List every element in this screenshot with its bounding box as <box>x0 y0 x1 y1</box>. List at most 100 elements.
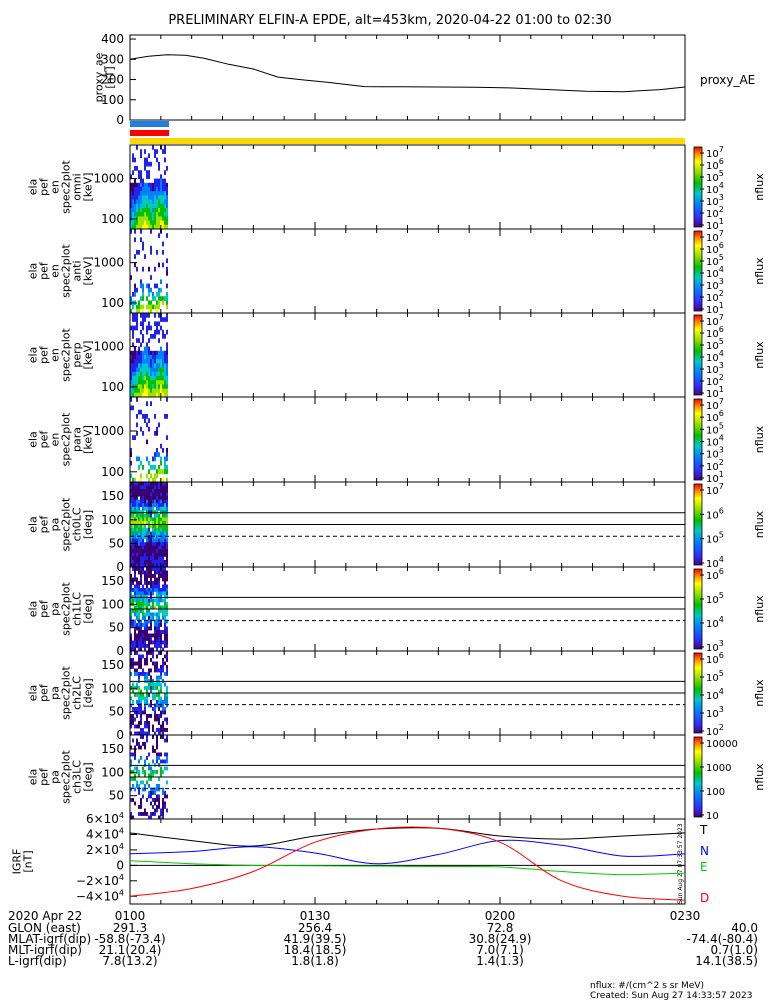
spectrogram-cell <box>146 588 148 592</box>
spectrogram-cell <box>148 426 150 432</box>
spectrogram-cell <box>142 623 144 627</box>
spectrogram-cell <box>160 808 162 813</box>
spectrogram-cell <box>140 489 142 494</box>
spectrogram-cell <box>136 707 138 711</box>
spectrogram-cell <box>138 805 140 809</box>
spectrogram-cell <box>160 728 162 732</box>
spectrogram-cell <box>134 745 136 750</box>
spectrogram-cell <box>158 492 160 497</box>
spectrogram-cell <box>146 675 148 680</box>
spectrogram-cell <box>134 693 136 697</box>
y-axis-label: pef <box>38 683 51 702</box>
spectrogram-cell <box>166 619 168 624</box>
spectrogram-cell <box>162 559 164 564</box>
spectrogram-cell <box>140 182 142 188</box>
spectrogram-cell <box>146 392 148 398</box>
spectrogram-cell <box>162 355 164 360</box>
spectrogram-cell <box>164 696 166 701</box>
spectrogram-cell <box>138 520 140 525</box>
spectrogram-cell <box>162 149 164 154</box>
spectrogram-cell <box>160 199 162 205</box>
spectrogram-cell <box>148 588 150 592</box>
spectrogram-cell <box>156 520 158 525</box>
spectrogram-cell <box>156 496 158 501</box>
colorbar-tick-label: 10000 <box>706 739 738 750</box>
spectrogram-cell <box>142 492 144 497</box>
spectrogram-cell <box>148 644 150 648</box>
spectrogram-cell <box>166 513 168 518</box>
spectrogram-cell <box>158 485 160 490</box>
spectrogram-cell <box>158 178 160 184</box>
spectrogram-cell <box>136 552 138 557</box>
spectrogram-cell <box>134 787 136 792</box>
spectrogram-cell <box>158 506 160 511</box>
spectrogram-cell <box>160 605 162 610</box>
spectrogram-cell <box>156 602 158 606</box>
spectrogram-cell <box>134 710 136 715</box>
spectrogram-cell <box>160 640 162 645</box>
spectrogram-cell <box>154 212 156 217</box>
spectrogram-cell <box>134 644 136 648</box>
spectrogram-cell <box>134 528 136 532</box>
spectrogram-cell <box>142 605 144 610</box>
spectrogram-cell <box>132 350 134 356</box>
spectrogram-cell <box>136 545 138 550</box>
spectrogram-cell <box>136 492 138 497</box>
spectrogram-cell <box>136 738 138 743</box>
spectrogram-cell <box>138 182 140 188</box>
row-value: 0.7(1.0) <box>710 943 758 957</box>
spectrogram-cell <box>156 325 158 331</box>
y-axis-label: pef <box>38 261 51 280</box>
y-tick-label: 100 <box>101 296 124 310</box>
spectrogram-cell <box>146 224 148 230</box>
spectrogram-cell <box>156 513 158 518</box>
spectrogram-cell <box>148 153 150 159</box>
spectrogram-cell <box>146 612 148 617</box>
y-axis-label: omni <box>71 173 84 200</box>
y-tick-label: 50 <box>109 536 124 550</box>
spectrogram-cell <box>146 633 148 638</box>
y-axis-label: spec2plot <box>60 582 73 636</box>
spectrogram-cell <box>152 787 154 792</box>
spectrogram-cell <box>164 738 166 743</box>
spectrogram-cell <box>156 700 158 704</box>
spectrogram-cell <box>164 363 166 369</box>
igrf-side-note: Sun Aug 27 07:33:57 2023 <box>677 823 684 904</box>
spectrogram-cell <box>142 602 144 606</box>
spectrogram-cell <box>142 414 144 419</box>
spectrogram-cell <box>138 187 140 192</box>
spectrogram-cell <box>152 392 154 398</box>
colorbar-tick-label: 104 <box>706 349 724 364</box>
spectrogram-cell <box>146 401 148 406</box>
spectrogram-cell <box>150 538 152 543</box>
colorbar <box>693 483 703 566</box>
spectrogram-cell <box>166 220 168 226</box>
spectrogram-cell <box>160 672 162 676</box>
spectrogram-cell <box>158 517 160 522</box>
spectrogram-cell <box>142 287 144 293</box>
spectrogram-cell <box>138 630 140 634</box>
spectrogram-cell <box>134 549 136 554</box>
spectrogram-cell <box>134 178 136 184</box>
spectrogram-cell <box>154 567 156 571</box>
spectrogram-cell <box>148 346 150 352</box>
spectrogram-cell <box>164 157 166 163</box>
spectrogram-cell <box>136 266 138 272</box>
spectrogram-cell <box>136 338 138 343</box>
spectrogram-cell <box>140 640 142 645</box>
spectrogram-cell <box>152 524 154 529</box>
spectrogram-cell <box>130 355 132 360</box>
y-tick-label: 100 <box>101 597 124 611</box>
spectrogram-cell <box>136 380 138 385</box>
spectrogram-cell <box>140 149 142 154</box>
spectrogram-cell <box>162 598 164 603</box>
y-tick-label: 100 <box>101 465 124 479</box>
spectrogram-cell <box>156 686 158 690</box>
spectrogram-cell <box>136 145 138 150</box>
spectrogram-cell <box>132 380 134 385</box>
spectrogram-cell <box>150 612 152 617</box>
spectrogram-cell <box>162 178 164 184</box>
spectrogram-cell <box>134 182 136 188</box>
spectrogram-cell <box>150 245 152 251</box>
